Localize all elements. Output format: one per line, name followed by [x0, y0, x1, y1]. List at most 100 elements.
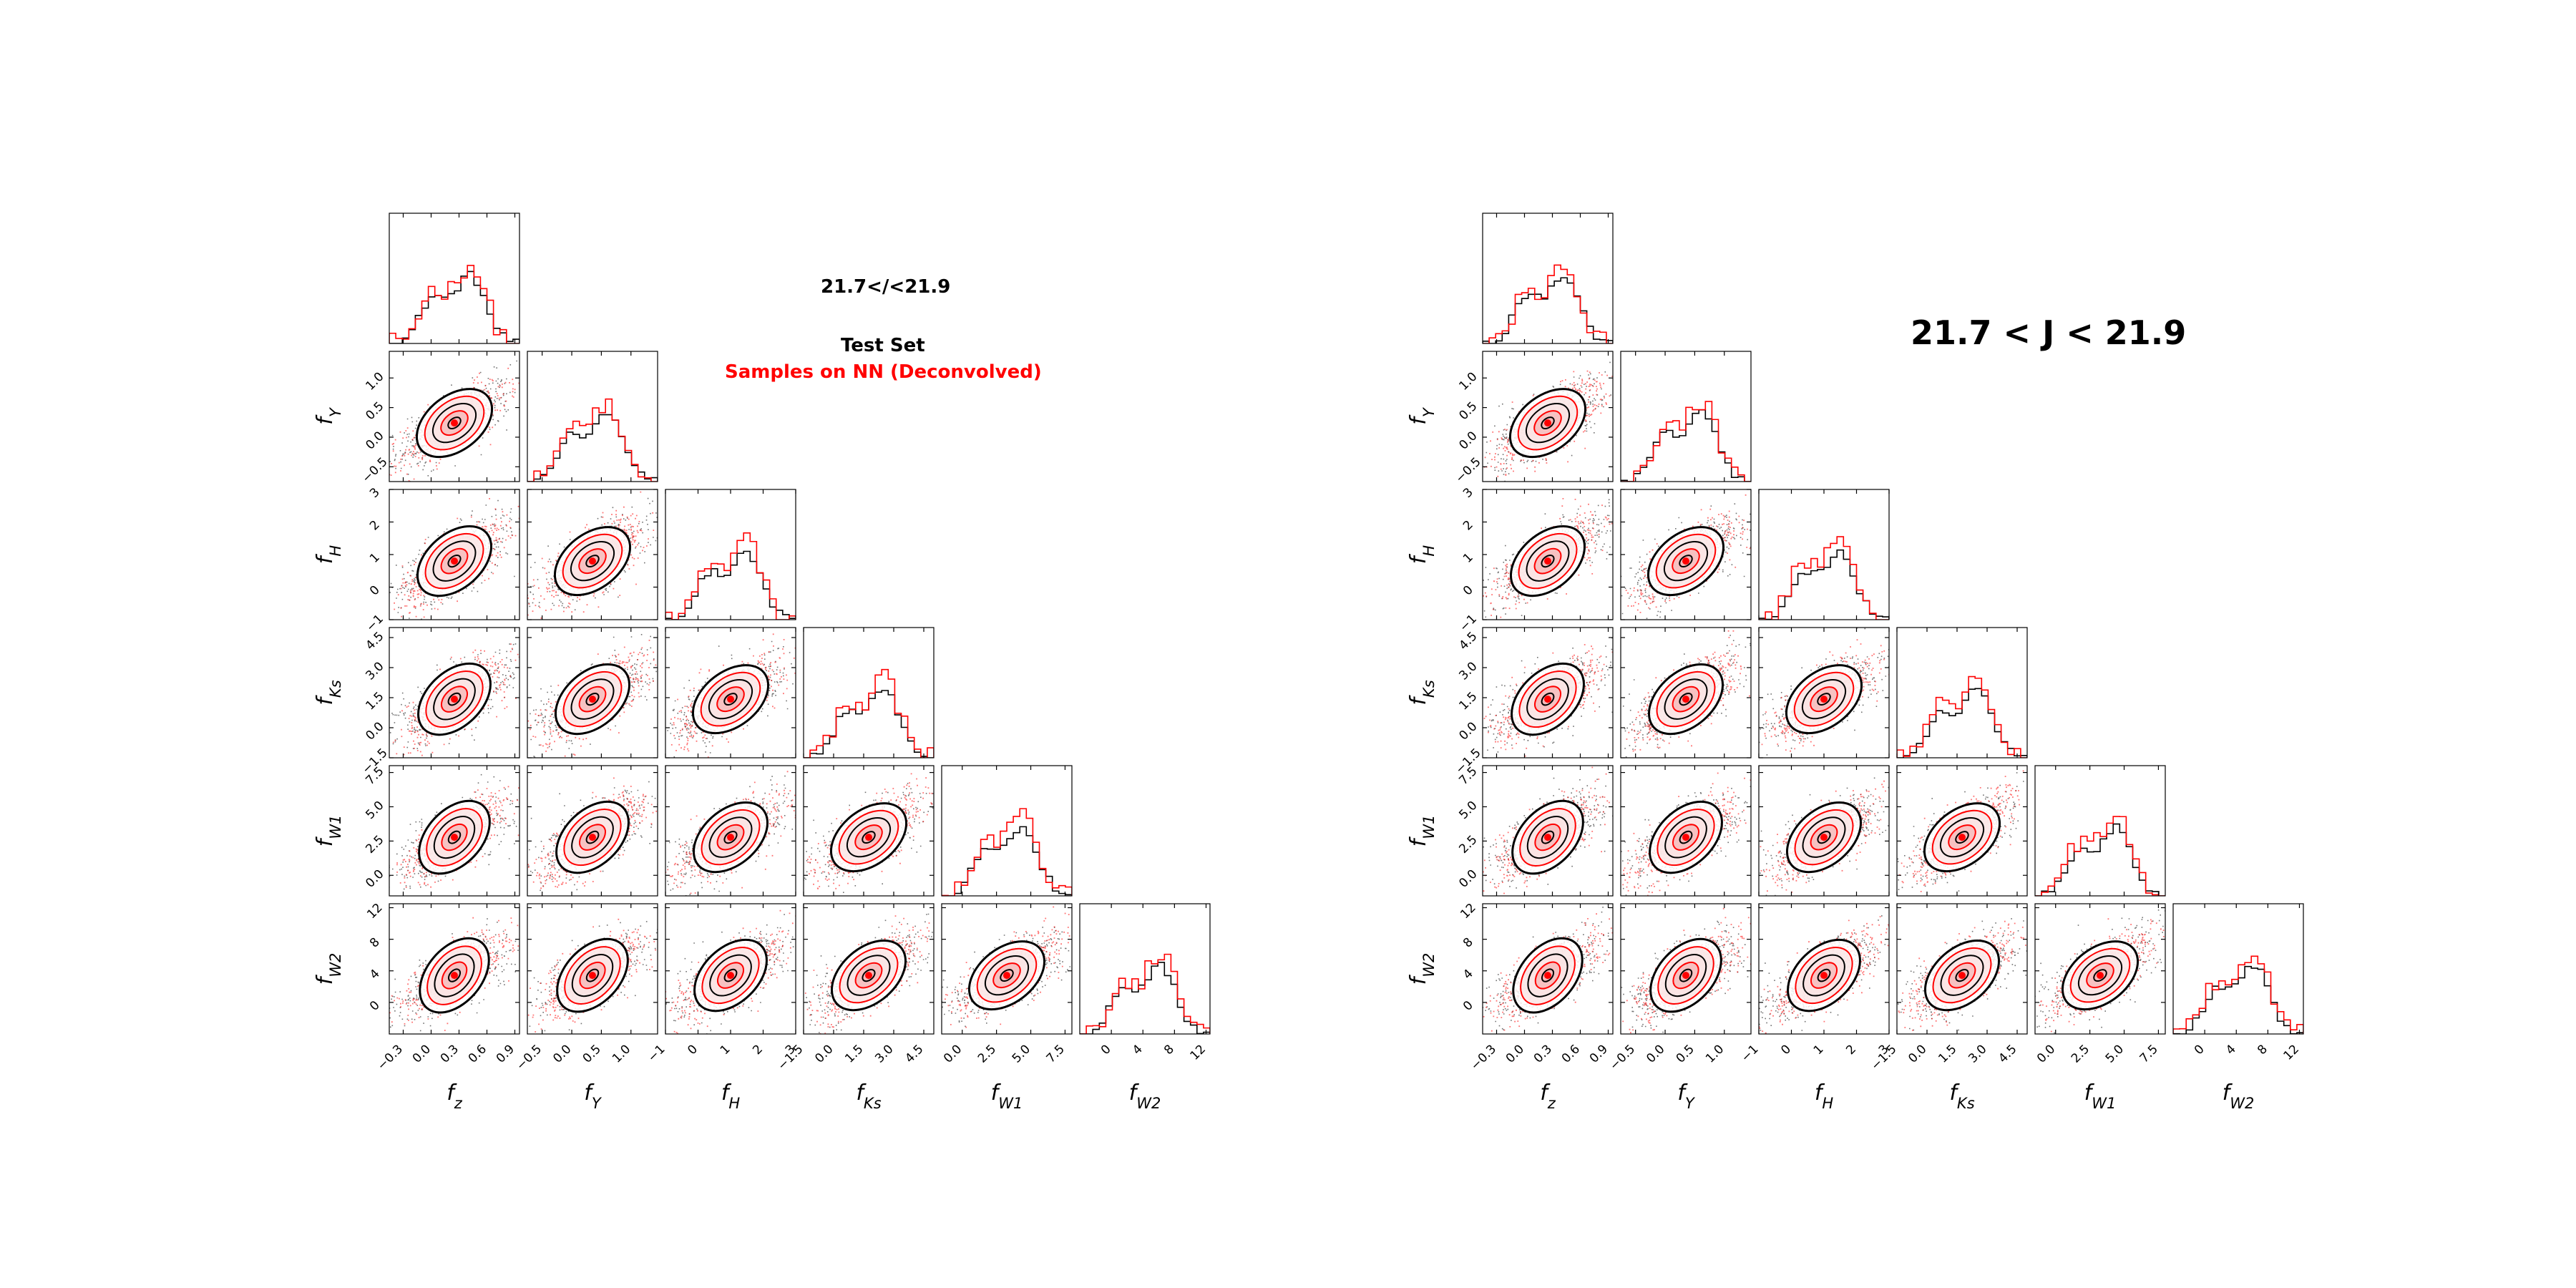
- panel-frame: [2172, 903, 2304, 1035]
- y-tick-label: 8: [367, 935, 383, 951]
- y-tick-label: −0.5: [359, 455, 390, 486]
- y-tick-label: 0.0: [363, 867, 386, 891]
- y-tick-label: 0.0: [1456, 429, 1480, 452]
- y-tick-label: 0: [1460, 998, 1476, 1014]
- density-peak: [2097, 972, 2104, 980]
- y-axis-label: fKs: [313, 680, 344, 705]
- density-peak: [451, 557, 458, 565]
- x-tick-label: 2: [1843, 1042, 1859, 1058]
- density-peak: [589, 696, 596, 703]
- x-tick-label: 1: [718, 1042, 733, 1058]
- panel-0-5-5: 0 4 8 12: [1079, 903, 1211, 1063]
- y-tick-label: 0: [1460, 583, 1476, 599]
- panel-0-2-1: [527, 489, 658, 620]
- panel-0-5-1: −0.5 0.0 0.5 1.0: [514, 903, 658, 1073]
- y-tick-label: 4: [1460, 967, 1476, 982]
- panel-frame: [941, 765, 1073, 897]
- y-tick-label: 2.5: [363, 833, 386, 857]
- x-tick-label: −1.5: [775, 1042, 806, 1073]
- hist-nn-samples: [1759, 536, 1889, 620]
- panel-1-0-0: [1482, 213, 1614, 344]
- density-peak: [589, 972, 596, 980]
- density-peak: [1003, 972, 1010, 980]
- panel-frame: [1620, 627, 1752, 758]
- panel-1-2-2: [1758, 489, 1890, 620]
- y-tick-label: 0.0: [363, 719, 386, 743]
- density-peak: [589, 834, 596, 841]
- y-tick-label: 1: [1460, 550, 1476, 566]
- y-tick-label: 4: [367, 967, 383, 982]
- x-tick-label: 0.6: [1559, 1042, 1583, 1065]
- x-tick-label: 0: [1778, 1042, 1794, 1058]
- x-tick-label: 0.5: [580, 1042, 604, 1065]
- x-tick-label: 8: [2255, 1042, 2270, 1058]
- panel-frame: [1482, 213, 1614, 344]
- hist-nn-samples: [1897, 675, 2027, 758]
- y-axis-label: fY: [1406, 406, 1438, 425]
- hist-test-set: [2035, 823, 2165, 896]
- x-tick-label: 0: [685, 1042, 701, 1058]
- x-tick-label: 1.0: [610, 1042, 633, 1065]
- density-peak: [1544, 972, 1551, 980]
- y-tick-label: 0.5: [1456, 399, 1480, 423]
- density-peak: [727, 972, 734, 980]
- panel-0-4-3: [803, 765, 935, 897]
- density-peak: [1958, 972, 1966, 980]
- x-tick-label: 0: [2192, 1042, 2207, 1058]
- x-tick-label: 3.0: [872, 1042, 896, 1065]
- density-peak: [1544, 419, 1551, 427]
- y-axis-label: fW2: [1406, 953, 1438, 985]
- x-tick-label: 0.3: [438, 1042, 462, 1065]
- panel-0-4-1: [527, 765, 658, 897]
- y-axis-label: fY: [313, 406, 344, 425]
- x-axis-label: fKs: [1949, 1080, 1974, 1112]
- x-tick-label: 5.0: [1010, 1042, 1033, 1065]
- x-tick-label: 2.5: [2069, 1042, 2092, 1065]
- x-tick-label: 5.0: [2103, 1042, 2127, 1065]
- hist-nn-samples: [1621, 401, 1751, 482]
- density-peak: [1820, 834, 1828, 841]
- x-tick-label: 1.0: [1703, 1042, 1727, 1065]
- x-tick-label: 2: [750, 1042, 766, 1058]
- y-axis-label: fKs: [1406, 680, 1438, 705]
- panel-0-3-1: [527, 627, 658, 758]
- panel-1-3-3: [1896, 627, 2028, 758]
- hist-nn-samples: [942, 808, 1072, 896]
- panel-frame: [803, 903, 935, 1035]
- panel-0-4-0: 0.02.55.07.5: [363, 764, 520, 897]
- x-tick-label: 0.0: [941, 1042, 965, 1065]
- x-tick-label: 12: [2281, 1042, 2302, 1063]
- x-tick-label: 12: [1188, 1042, 1209, 1063]
- panel-frame: [1620, 903, 1752, 1035]
- panel-1-5-1: −0.5 0.0 0.5 1.0: [1607, 903, 1752, 1073]
- hist-nn-samples: [804, 668, 934, 758]
- y-tick-label: 1: [367, 550, 383, 566]
- density-peak: [451, 834, 458, 841]
- density-peak: [451, 972, 458, 980]
- y-tick-label: 3.0: [363, 659, 386, 683]
- density-peak: [1544, 557, 1551, 565]
- y-tick-label: 1.0: [363, 370, 386, 394]
- panel-0-0-0: [389, 213, 520, 344]
- x-tick-label: 1.5: [842, 1042, 866, 1065]
- x-axis-label: fH: [721, 1080, 741, 1112]
- y-tick-label: 3.0: [1456, 659, 1480, 683]
- density-peak: [1682, 696, 1689, 703]
- density-peak: [1820, 972, 1828, 980]
- y-tick-label: 12: [1458, 901, 1478, 922]
- y-tick-label: 0.5: [363, 399, 386, 423]
- y-tick-label: 1.0: [1456, 370, 1480, 394]
- panel-frame: [1482, 765, 1614, 897]
- x-axis-label: fW2: [2223, 1080, 2255, 1112]
- y-tick-label: 8: [1460, 935, 1476, 951]
- x-axis-label: fKs: [856, 1080, 881, 1112]
- panel-1-3-0: −1.50.01.53.04.5: [1453, 627, 1614, 777]
- y-tick-label: 2: [1460, 518, 1476, 534]
- hist-nn-samples: [389, 265, 519, 343]
- panel-0-4-4: [941, 765, 1073, 897]
- density-peak: [865, 834, 872, 841]
- density-peak: [865, 972, 872, 980]
